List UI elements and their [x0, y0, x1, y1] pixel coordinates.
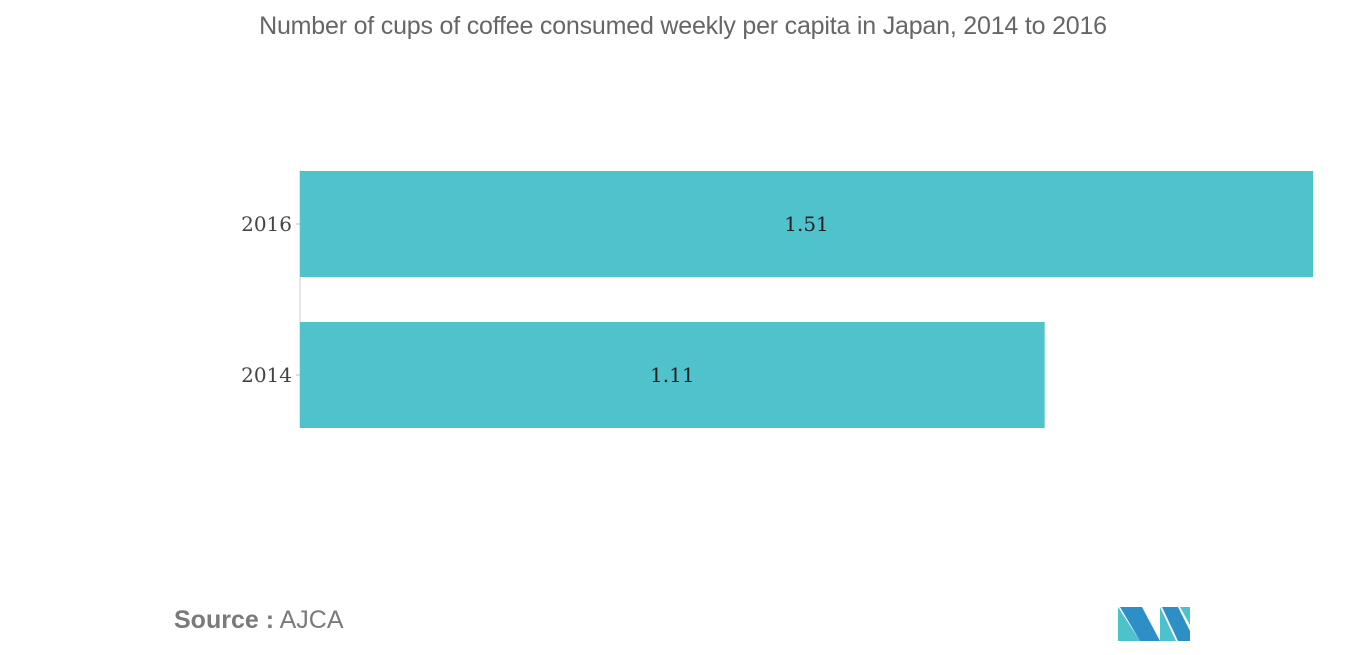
y-tick-label-2014: 2014 [241, 363, 292, 387]
data-label-2016: 1.51 [784, 212, 829, 236]
bar-chart: 2016 1.51 2014 1.11 [241, 170, 1313, 428]
bars-group: 2016 1.51 2014 1.11 [241, 171, 1313, 428]
y-tick-label-2016: 2016 [241, 212, 292, 236]
source-value: AJCA [279, 606, 344, 634]
data-label-2014: 1.11 [650, 363, 695, 387]
bar-2016 [300, 171, 1313, 277]
source-label: Source : [174, 606, 275, 634]
mordor-intelligence-logo-icon [1118, 607, 1190, 641]
source-note: Source : AJCA [174, 606, 344, 635]
chart-title: Number of cups of coffee consumed weekly… [259, 12, 1107, 40]
bar-2014 [300, 322, 1045, 428]
